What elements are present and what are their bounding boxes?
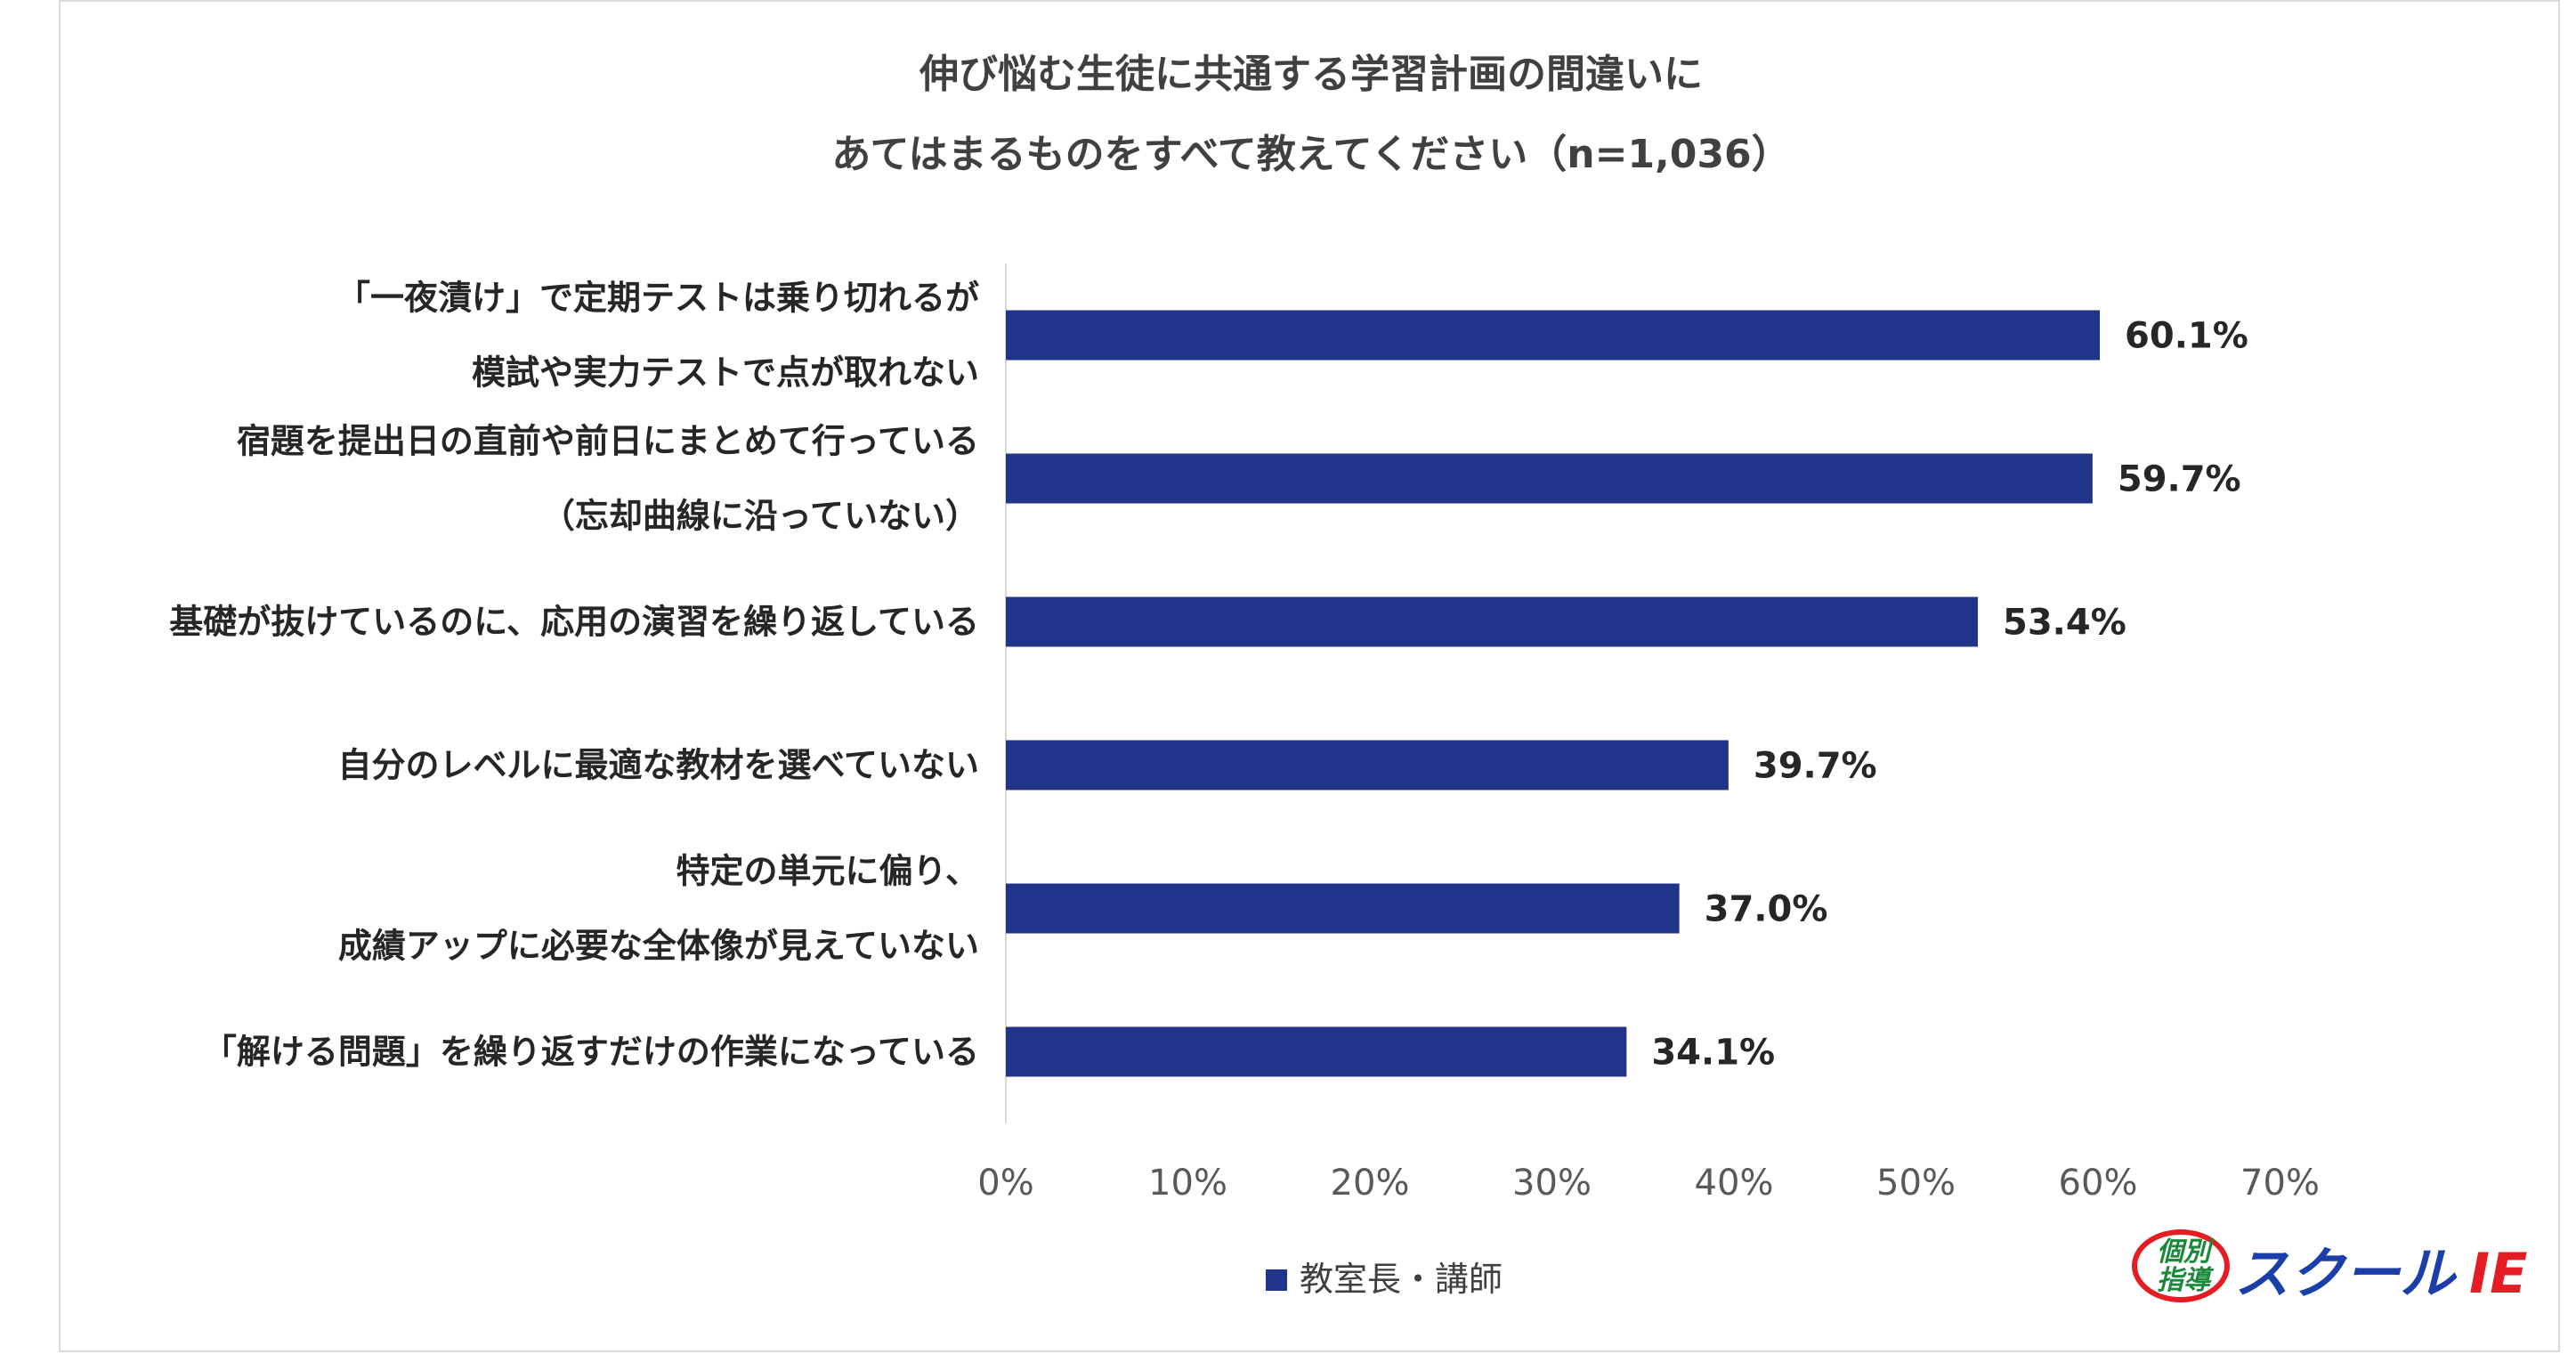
data-label-2: 59.7% xyxy=(2118,459,2241,500)
bar-2 xyxy=(1006,453,2093,504)
x-tick-label-10: 10% xyxy=(1148,1163,1227,1204)
category-label-5-line-1: 特定の単元に偏り、 xyxy=(676,852,979,891)
legend-swatch xyxy=(1266,1269,1287,1291)
bars xyxy=(1006,310,2101,1077)
data-label-6: 34.1% xyxy=(1651,1033,1775,1074)
bar-3 xyxy=(1006,596,1979,647)
category-label-4-line-1: 自分のレベルに最適な教材を選べていない xyxy=(338,746,979,785)
logo: 個別 指導 スクール IE xyxy=(2132,1229,2527,1306)
logo-badge xyxy=(2132,1229,2230,1302)
category-label-1-line-2: 模試や実力テストで点が取れない xyxy=(472,353,979,393)
chart: 伸び悩む生徒に共通する学習計画の間違いにあてはまるものをすべて教えてください（n… xyxy=(169,52,2527,1306)
data-label-5: 37.0% xyxy=(1705,889,1828,930)
x-tick-label-40: 40% xyxy=(1695,1163,1774,1204)
category-labels: 「一夜漬け」で定期テストは乗り切れるが模試や実力テストで点が取れない宿題を提出日… xyxy=(169,279,979,1072)
logo-text-top: 個別 xyxy=(2157,1236,2215,1268)
x-tick-label-20: 20% xyxy=(1331,1163,1410,1204)
logo-text-main: スクール xyxy=(2234,1241,2458,1306)
category-label-1-line-1: 「一夜漬け」で定期テストは乗り切れるが xyxy=(336,279,979,318)
data-label-4: 39.7% xyxy=(1754,746,1877,787)
category-label-2-line-1: 宿題を提出日の直前や前日にまとめて行っている xyxy=(237,422,979,461)
data-label-1: 60.1% xyxy=(2125,316,2248,357)
chart-title-line-2: あてはまるものをすべて教えてください（n=1,036） xyxy=(831,132,1790,177)
category-label-3-line-1: 基礎が抜けているのに、応用の演習を繰り返している xyxy=(169,603,979,642)
logo-text-bottom: 指導 xyxy=(2157,1265,2215,1296)
x-tick-label-30: 30% xyxy=(1512,1163,1592,1204)
category-label-2-line-2: （忘却曲線に沿っていない） xyxy=(541,497,979,536)
x-tick-label-60: 60% xyxy=(2059,1163,2138,1204)
bar-4 xyxy=(1006,740,1729,791)
data-labels: 60.1% 59.7% 53.4% 39.7% 37.0% 34.1% xyxy=(1651,316,2248,1074)
bar-6 xyxy=(1006,1026,1627,1077)
x-tick-label-0: 0% xyxy=(977,1163,1033,1204)
x-tick-labels: 0% 10% 20% 30% 40% 50% 60% 70% xyxy=(977,1163,2320,1204)
chart-title: 伸び悩む生徒に共通する学習計画の間違いにあてはまるものをすべて教えてください（n… xyxy=(831,52,1790,177)
chart-title-line-1: 伸び悩む生徒に共通する学習計画の間違いに xyxy=(919,52,1703,97)
legend-label: 教室長・講師 xyxy=(1300,1260,1503,1299)
chart-frame: 伸び悩む生徒に共通する学習計画の間違いにあてはまるものをすべて教えてください（n… xyxy=(59,0,2560,1352)
legend: 教室長・講師 xyxy=(1266,1260,1503,1299)
data-label-3: 53.4% xyxy=(2003,603,2126,644)
category-label-5-line-2: 成績アップに必要な全体像が見えていない xyxy=(338,927,979,966)
category-label-6-line-1: 「解ける問題」を繰り返すだけの作業になっている xyxy=(203,1033,979,1072)
bar-1 xyxy=(1006,310,2101,361)
x-tick-label-50: 50% xyxy=(1876,1163,1956,1204)
bar-5 xyxy=(1006,883,1680,934)
logo-text-mark: IE xyxy=(2469,1241,2527,1306)
x-tick-label-70: 70% xyxy=(2240,1163,2320,1204)
